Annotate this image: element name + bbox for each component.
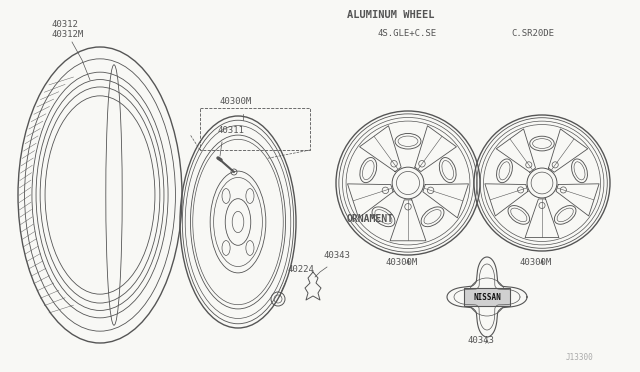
Text: 40343: 40343 <box>323 251 350 260</box>
Text: NISSAN: NISSAN <box>473 292 501 301</box>
Text: 40311: 40311 <box>218 126 245 135</box>
Text: 40224: 40224 <box>288 265 315 274</box>
Text: ALUMINUM WHEEL: ALUMINUM WHEEL <box>347 10 435 20</box>
Bar <box>464 288 510 306</box>
Text: C.SR20DE: C.SR20DE <box>511 29 554 38</box>
Text: 40343: 40343 <box>467 336 494 345</box>
Text: ORNAMENT: ORNAMENT <box>347 214 394 224</box>
Text: 4S.GLE+C.SE: 4S.GLE+C.SE <box>378 29 437 38</box>
Text: 40300M: 40300M <box>220 97 252 106</box>
Text: 40312: 40312 <box>52 20 79 29</box>
Text: 40312M: 40312M <box>52 30 84 39</box>
Text: J13300: J13300 <box>566 353 594 362</box>
Text: 40300M: 40300M <box>519 258 551 267</box>
Text: 40300M: 40300M <box>385 258 417 267</box>
